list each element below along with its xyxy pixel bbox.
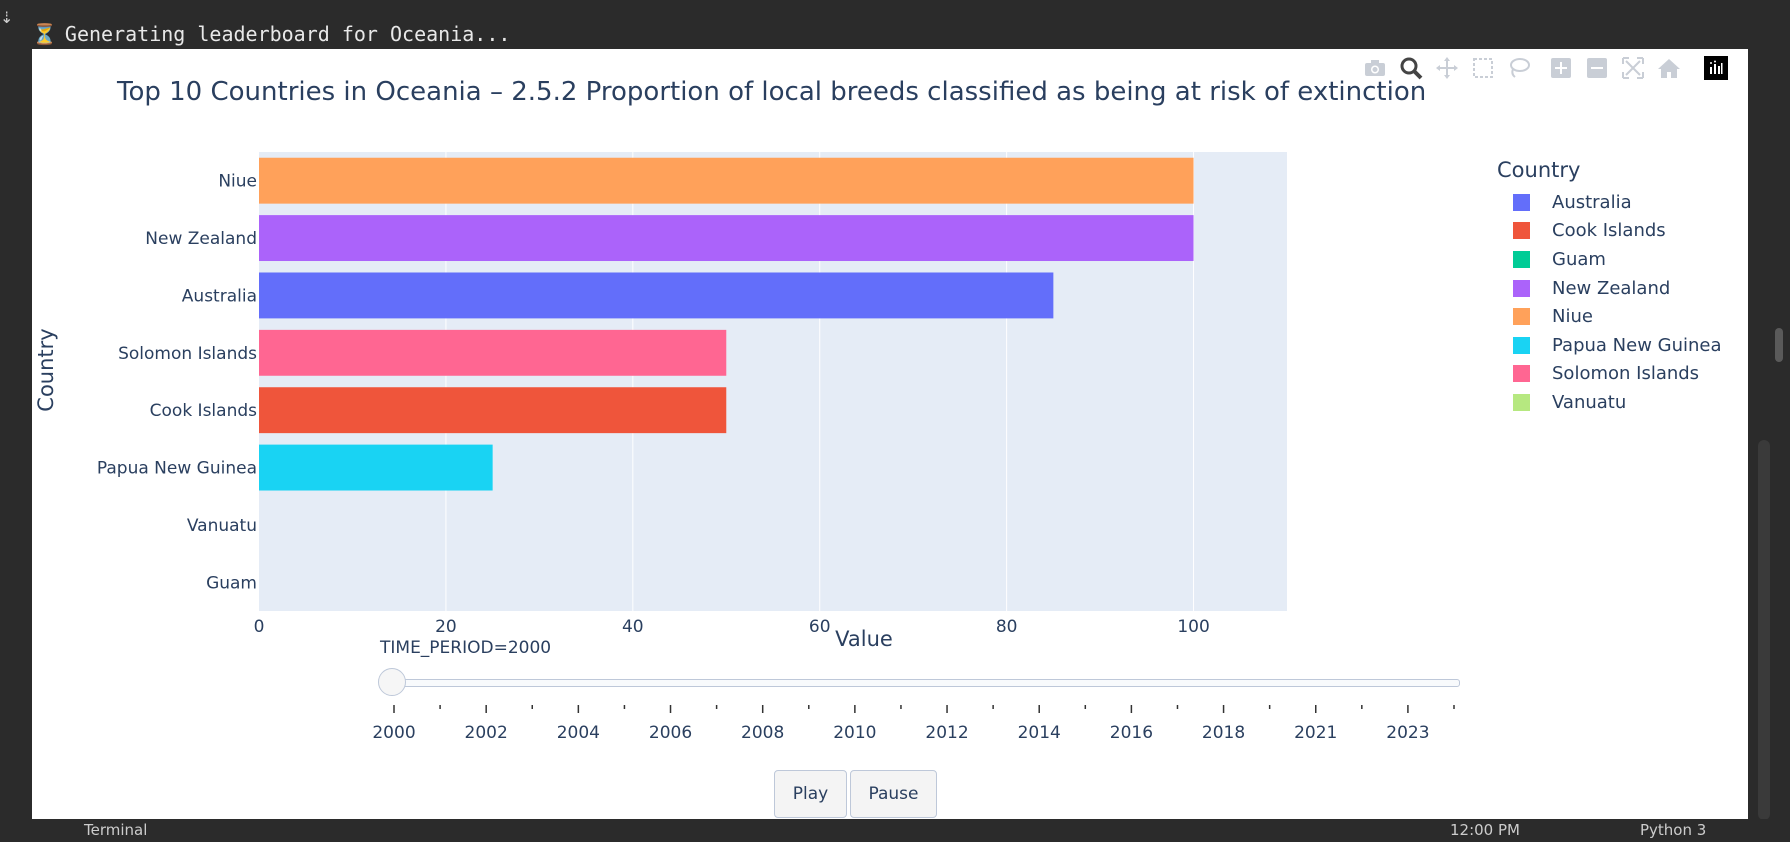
status-bar: Terminal 12:00 PM Python 3 — [0, 819, 1790, 842]
bar-papua-new-guinea[interactable] — [259, 444, 493, 491]
bar-australia[interactable] — [259, 272, 1054, 319]
x-tick-label: 60 — [809, 617, 831, 637]
box-select-icon[interactable] — [1468, 53, 1498, 83]
reset-axes-icon[interactable] — [1654, 53, 1684, 83]
plot-modebar — [1360, 53, 1728, 83]
legend-item[interactable]: Niue — [1497, 302, 1722, 331]
x-axis-title: Value — [835, 627, 893, 651]
x-tick-label: 40 — [622, 617, 644, 637]
slider-step-label[interactable]: 2012 — [925, 723, 969, 743]
plotly-logo-icon[interactable] — [1704, 56, 1728, 80]
y-tick-label: Guam — [206, 573, 257, 593]
terminal-tab[interactable]: Terminal — [84, 821, 147, 839]
chart-legend: Country Australia Cook Islands Guam New Zea… — [1497, 158, 1722, 417]
x-tick-label: 100 — [1177, 617, 1209, 637]
zoom-out-icon[interactable] — [1582, 53, 1612, 83]
bar-chart: Niue New Zealand Australia Solomon Islands C… — [34, 152, 1455, 713]
slider-step-label[interactable]: 2000 — [372, 723, 416, 743]
time-slider-handle[interactable] — [378, 668, 406, 696]
pause-button[interactable]: Pause — [850, 770, 937, 818]
play-button[interactable]: Play — [774, 770, 847, 818]
legend-label: Cook Islands — [1552, 220, 1666, 242]
slider-step-label[interactable]: 2002 — [464, 723, 508, 743]
legend-swatch — [1513, 250, 1530, 268]
legend-label: Vanuatu — [1552, 391, 1627, 413]
bar-niue[interactable] — [259, 157, 1194, 204]
scrollbar-track[interactable] — [1758, 440, 1770, 820]
y-tick-label: Niue — [218, 172, 257, 192]
chart-title: Top 10 Countries in Oceania – 2.5.2 Prop… — [117, 77, 1427, 107]
lasso-select-icon[interactable] — [1504, 53, 1534, 83]
legend-item[interactable]: New Zealand — [1497, 274, 1722, 303]
slider-step-label[interactable]: 2023 — [1386, 723, 1430, 743]
slider-step-label[interactable]: 2004 — [556, 723, 600, 743]
notebook-output-header: ⇣ ⏳ Generating leaderboard for Oceania... — [0, 0, 1790, 49]
legend-label: Australia — [1552, 191, 1632, 213]
slider-step-label[interactable]: 2006 — [648, 723, 693, 743]
kernel-name: Python 3 — [1640, 821, 1707, 839]
legend-label: Guam — [1552, 248, 1606, 270]
y-tick-label: Australia — [182, 286, 257, 306]
time-slider-rail[interactable] — [380, 679, 1460, 687]
y-tick-label: Cook Islands — [150, 401, 257, 421]
slider-step-label[interactable]: 2014 — [1017, 723, 1061, 743]
legend-item[interactable]: Guam — [1497, 245, 1722, 274]
legend-swatch — [1513, 393, 1530, 411]
status-message: ⏳ Generating leaderboard for Oceania... — [32, 22, 510, 46]
plot-container: Top 10 Countries in Oceania – 2.5.2 Prop… — [32, 49, 1748, 819]
legend-item[interactable]: Papua New Guinea — [1497, 331, 1722, 360]
y-tick-label: Vanuatu — [187, 516, 257, 536]
slider-step-label[interactable]: 2016 — [1109, 723, 1154, 743]
y-tick-label: New Zealand — [145, 229, 257, 249]
legend-swatch — [1513, 365, 1530, 383]
status-text: Generating leaderboard for Oceania... — [64, 22, 511, 46]
slider-step-label[interactable]: 2008 — [741, 723, 785, 743]
legend-label: Papua New Guinea — [1552, 334, 1722, 356]
legend-title: Country — [1497, 158, 1581, 182]
clock-text: 12:00 PM — [1450, 821, 1520, 839]
collapse-output-icon[interactable]: ⇣ — [0, 8, 14, 27]
legend-swatch — [1513, 336, 1530, 354]
legend-item[interactable]: Solomon Islands — [1497, 360, 1722, 389]
y-tick-label: Papua New Guinea — [97, 459, 257, 479]
zoom-icon[interactable] — [1396, 53, 1426, 83]
y-axis-title: Country — [34, 328, 58, 411]
x-tick-label: 20 — [435, 617, 457, 637]
bar-cook-islands[interactable] — [259, 387, 727, 434]
legend-swatch — [1513, 308, 1530, 326]
legend-swatch — [1513, 222, 1530, 240]
legend-swatch — [1513, 193, 1530, 211]
autoscale-icon[interactable] — [1618, 53, 1648, 83]
slider-current-value: TIME_PERIOD=2000 — [380, 638, 552, 658]
pan-icon[interactable] — [1432, 53, 1462, 83]
legend-label: New Zealand — [1552, 277, 1671, 299]
y-tick-label: Solomon Islands — [118, 344, 257, 364]
zoom-in-icon[interactable] — [1546, 53, 1576, 83]
legend-item[interactable]: Australia — [1497, 188, 1722, 217]
slider-step-label[interactable]: 2021 — [1294, 723, 1338, 743]
legend-label: Niue — [1552, 306, 1593, 328]
bar-new-zealand[interactable] — [259, 215, 1194, 262]
legend-item[interactable]: Cook Islands — [1497, 217, 1722, 246]
scrollbar-thumb[interactable] — [1775, 328, 1783, 362]
legend-label: Solomon Islands — [1552, 363, 1700, 385]
x-tick-label: 0 — [254, 617, 265, 637]
legend-item[interactable]: Vanuatu — [1497, 388, 1722, 417]
bar-solomon-islands[interactable] — [259, 329, 727, 376]
slider-step-label[interactable]: 2010 — [833, 723, 877, 743]
terminal-label: Terminal — [84, 821, 148, 839]
legend-swatch — [1513, 279, 1530, 297]
x-tick-label: 80 — [996, 617, 1018, 637]
hourglass-icon: ⏳ — [32, 22, 57, 46]
slider-step-label[interactable]: 2018 — [1201, 723, 1246, 743]
camera-icon[interactable] — [1360, 53, 1390, 83]
